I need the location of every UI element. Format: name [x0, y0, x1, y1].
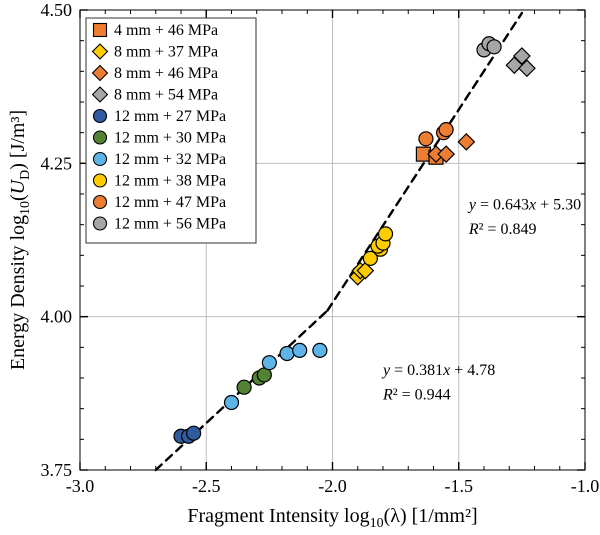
svg-text:12 mm + 32 MPa: 12 mm + 32 MPa	[114, 151, 226, 168]
svg-text:4.25: 4.25	[41, 153, 73, 173]
svg-text:4.00: 4.00	[41, 307, 73, 327]
svg-text:12 mm + 47 MPa: 12 mm + 47 MPa	[114, 194, 226, 211]
svg-text:y = 0.643x + 5.30: y = 0.643x + 5.30	[467, 196, 581, 213]
svg-text:12 mm + 27 MPa: 12 mm + 27 MPa	[114, 108, 226, 125]
svg-text:-2.0: -2.0	[318, 476, 347, 496]
svg-text:-1.0: -1.0	[571, 476, 600, 496]
svg-text:R² = 0.944: R² = 0.944	[382, 386, 451, 403]
svg-text:12 mm + 56 MPa: 12 mm + 56 MPa	[114, 216, 226, 233]
svg-text:4 mm + 46 MPa: 4 mm + 46 MPa	[114, 22, 218, 39]
svg-text:3.75: 3.75	[41, 460, 73, 480]
svg-text:8 mm + 54 MPa: 8 mm + 54 MPa	[114, 87, 218, 104]
svg-text:-1.5: -1.5	[445, 476, 474, 496]
svg-text:y = 0.381x + 4.78: y = 0.381x + 4.78	[381, 362, 495, 379]
svg-text:R² = 0.849: R² = 0.849	[468, 221, 537, 238]
svg-text:4.50: 4.50	[41, 0, 73, 20]
svg-text:-2.5: -2.5	[192, 476, 221, 496]
svg-text:12 mm + 38 MPa: 12 mm + 38 MPa	[114, 173, 226, 190]
svg-text:12 mm + 30 MPa: 12 mm + 30 MPa	[114, 130, 226, 147]
svg-text:8 mm + 37 MPa: 8 mm + 37 MPa	[114, 44, 218, 61]
svg-text:8 mm + 46 MPa: 8 mm + 46 MPa	[114, 65, 218, 82]
